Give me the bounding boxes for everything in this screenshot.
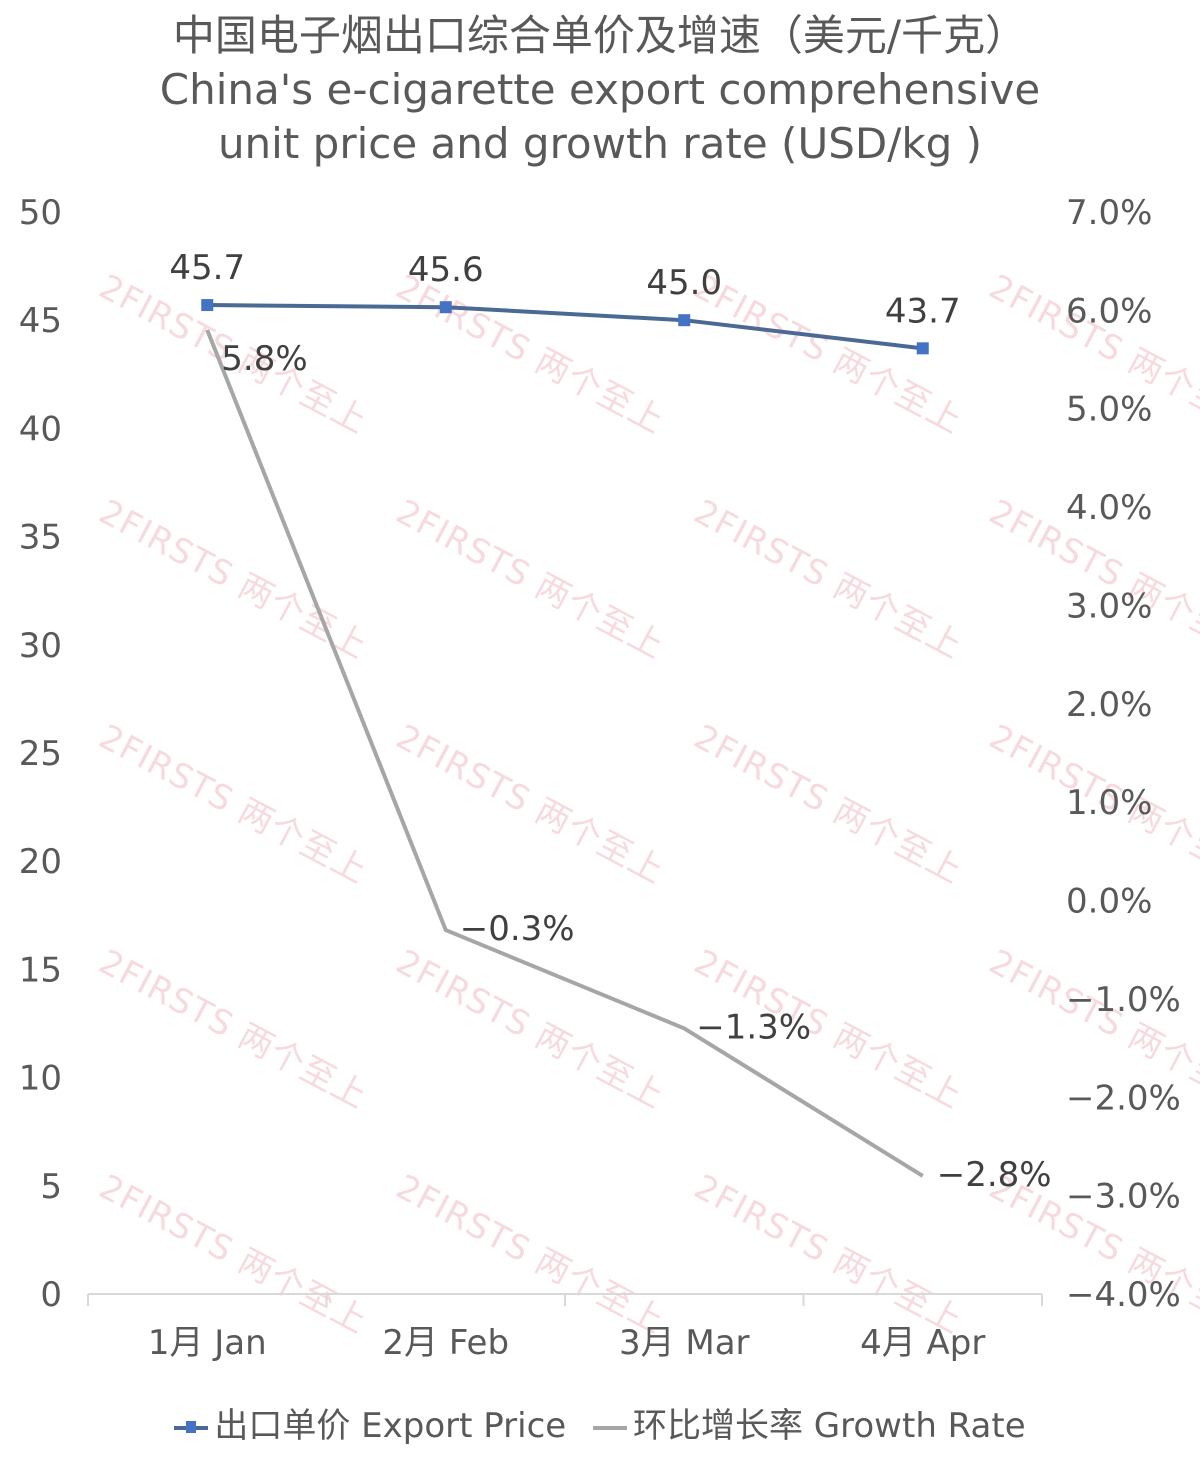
data-point-export-price [678, 314, 691, 327]
series-line-growth-rate [205, 329, 924, 1178]
data-label-export-price: 45.6 [408, 250, 484, 290]
y-right-tick-label: 2.0% [1066, 685, 1152, 725]
data-label-export-price: 45.7 [169, 248, 245, 288]
y-left-tick-label: 35 [19, 518, 62, 558]
legend-swatch-price [174, 1420, 209, 1433]
y-left-tick-label: 0 [40, 1275, 62, 1315]
y-left-tick-label: 45 [19, 301, 62, 341]
y-right-tick-label: −3.0% [1066, 1177, 1181, 1217]
data-label-growth-rate: −2.8% [937, 1155, 1052, 1195]
data-label-growth-rate: 5.8% [221, 339, 307, 379]
chart-title-zh: 中国电子烟出口综合单价及增速（美元/千克） [172, 11, 1028, 60]
data-point-export-price [916, 342, 929, 355]
chart-title-en-line1: China's e-cigarette export comprehensive [159, 65, 1041, 114]
y-left-tick-label: 30 [19, 626, 62, 666]
y-right-tick-label: 1.0% [1066, 783, 1152, 823]
chart-legend: 出口单价 Export Price 环比增长率 Growth Rate [0, 1398, 1200, 1447]
data-point-export-price [439, 301, 452, 314]
y-left-tick-label: 5 [40, 1167, 62, 1207]
y-right-tick-label: −4.0% [1066, 1275, 1181, 1315]
x-tick-label: 1月 Jan [148, 1323, 267, 1363]
y-right-tick-label: 7.0% [1066, 193, 1152, 233]
y-right-tick-label: 3.0% [1066, 586, 1152, 626]
legend-label-growth: 环比增长率 Growth Rate [633, 1406, 1026, 1446]
y-left-tick-label: 40 [19, 409, 62, 449]
series-line-export-price [207, 303, 923, 351]
x-tick-label: 2月 Feb [382, 1323, 509, 1363]
legend-item-price: 出口单价 Export Price [174, 1398, 566, 1447]
data-label-export-price: 45.0 [646, 263, 722, 303]
data-label-export-price: 43.7 [885, 291, 961, 331]
y-left-tick-label: 50 [19, 193, 62, 233]
y-right-tick-label: 0.0% [1066, 882, 1152, 922]
y-right-tick-label: 4.0% [1066, 488, 1152, 528]
data-point-export-price [201, 299, 214, 312]
y-left-tick-label: 25 [19, 734, 62, 774]
x-tick-label: 3月 Mar [619, 1323, 750, 1363]
y-left-tick-label: 20 [19, 842, 62, 882]
y-right-tick-label: −2.0% [1066, 1078, 1181, 1118]
x-tick-label: 4月 Apr [860, 1323, 985, 1363]
chart-title-en-line2: unit price and growth rate (USD/kg ) [217, 119, 983, 168]
y-left-tick-label: 15 [19, 950, 62, 990]
legend-item-growth: 环比增长率 Growth Rate [593, 1398, 1026, 1447]
data-label-growth-rate: −1.3% [696, 1007, 811, 1047]
legend-label-price: 出口单价 Export Price [214, 1406, 567, 1446]
y-right-tick-label: 5.0% [1066, 390, 1152, 430]
legend-swatch-growth [593, 1425, 627, 1430]
data-label-growth-rate: −0.3% [460, 909, 575, 949]
y-right-tick-label: −1.0% [1066, 980, 1181, 1020]
y-right-tick-label: 6.0% [1066, 291, 1152, 331]
y-left-tick-label: 10 [19, 1059, 62, 1099]
